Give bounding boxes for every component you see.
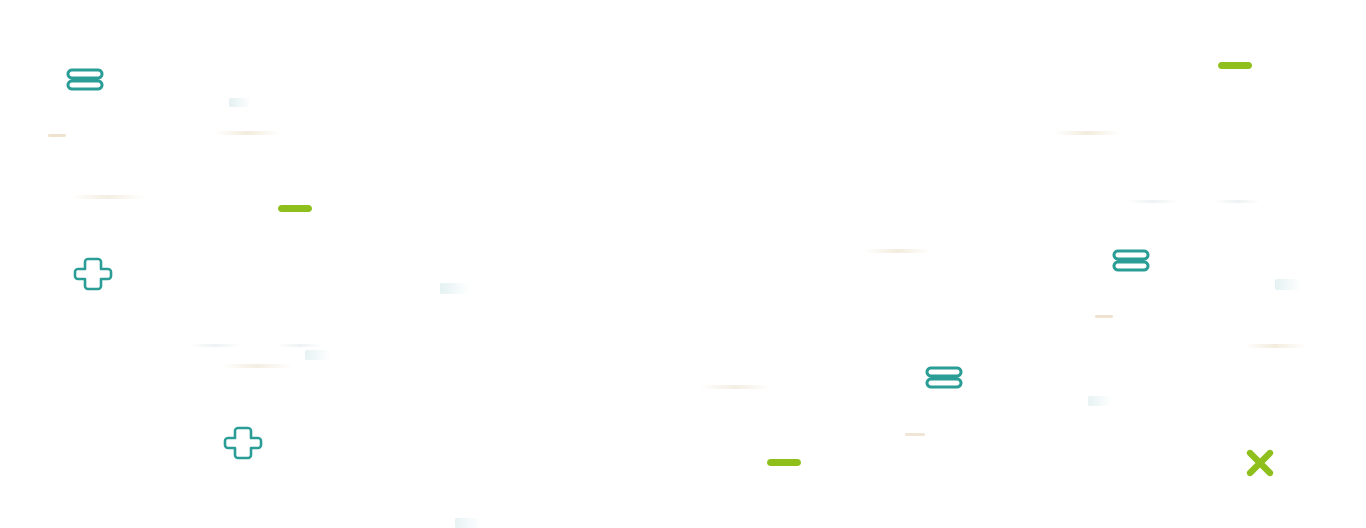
faint-smudge (905, 433, 925, 436)
faint-smudge (1127, 200, 1179, 203)
faint-smudge (1245, 344, 1305, 348)
faint-smudge (455, 518, 481, 528)
equals-icon (66, 68, 104, 91)
faint-smudge (1275, 279, 1301, 290)
faint-smudge (700, 385, 770, 389)
faint-smudge (1095, 315, 1113, 318)
faint-smudge (222, 364, 292, 368)
faint-smudge (865, 249, 930, 253)
faint-smudge (440, 283, 470, 294)
faint-smudge (1055, 131, 1120, 135)
plus-outline-icon (73, 257, 113, 291)
faint-smudge (305, 350, 331, 360)
faint-smudge (229, 98, 251, 107)
faint-smudge (190, 344, 240, 347)
faint-smudge (70, 195, 145, 199)
plus-outline-icon (223, 426, 263, 460)
minus-icon (1218, 62, 1252, 69)
minus-icon (767, 459, 801, 466)
equals-icon (1112, 249, 1150, 272)
minus-icon (278, 205, 312, 212)
equals-icon (925, 366, 963, 389)
faint-smudge (215, 131, 280, 135)
faint-smudge (277, 344, 322, 347)
faint-smudge (1088, 396, 1112, 406)
faint-smudge (1215, 200, 1260, 203)
times-icon (1246, 449, 1274, 477)
faint-smudge (48, 134, 66, 137)
